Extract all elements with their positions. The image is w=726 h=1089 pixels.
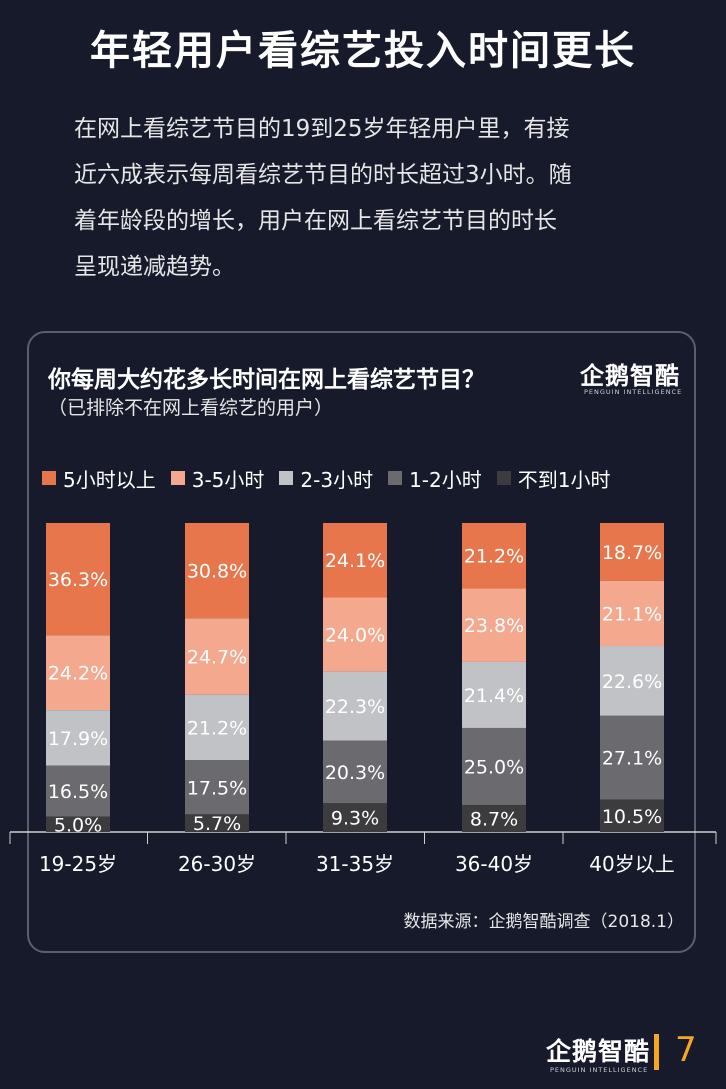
legend-label: 1-2小时 <box>409 467 482 492</box>
footer-brand-name: 企鹅智酷 <box>546 1037 651 1066</box>
x-tick-label: 26-30岁 <box>178 852 256 876</box>
chart-legend: 5小时以上 3-5小时 2-3小时 1-2小时 不到1小时 <box>42 464 610 492</box>
bar-segment <box>600 799 664 832</box>
bar-segment <box>462 588 526 662</box>
bar-segment <box>185 523 249 619</box>
bar-segment <box>462 727 526 806</box>
data-label: 36.3% <box>48 569 108 591</box>
legend-swatch <box>170 471 185 485</box>
legend-swatch <box>279 471 294 485</box>
data-label: 21.2% <box>464 546 524 568</box>
legend-label: 3-5小时 <box>191 467 265 492</box>
chart-subtitle: （已排除不在网上看综艺的用户） <box>48 397 334 419</box>
legend-label: 不到1小时 <box>517 467 611 492</box>
page-title: 年轻用户看综艺投入时间更长 <box>90 28 636 74</box>
bar-segment <box>462 523 526 589</box>
bar-segment <box>323 597 387 672</box>
bar-segment <box>46 765 110 817</box>
data-label: 24.0% <box>325 625 385 647</box>
x-tick-label: 36-40岁 <box>455 852 533 876</box>
legend-swatch <box>496 471 511 485</box>
bar-segment <box>462 805 526 832</box>
legend-item: 3-5小时 <box>170 464 265 493</box>
data-label: 16.5% <box>48 781 108 803</box>
intro-line: 呈现递减趋势。 <box>74 254 235 280</box>
intro-line: 近六成表示每周看综艺节目的时长超过3小时。随 <box>74 162 572 188</box>
footer-brand-tagline: PENGUIN INTELLIGENCE <box>550 1066 649 1074</box>
data-label: 18.7% <box>602 542 662 564</box>
data-label: 22.3% <box>325 696 385 718</box>
data-label: 30.8% <box>187 561 247 583</box>
brand-tagline: PENGUIN INTELLIGENCE <box>584 388 683 396</box>
bar-segment <box>600 580 664 646</box>
page-divider <box>654 1034 659 1070</box>
data-label: 27.1% <box>602 748 662 770</box>
bar-segment <box>323 671 387 741</box>
data-label: 24.1% <box>325 550 385 572</box>
data-label: 23.8% <box>464 615 524 637</box>
legend-item: 2-3小时 <box>279 464 373 493</box>
data-label: 25.0% <box>464 757 524 779</box>
data-source: 数据来源：企鹅智酷调查（2018.1） <box>403 912 684 932</box>
bar-segment <box>185 760 249 815</box>
bar-segment <box>46 523 110 636</box>
data-label: 24.2% <box>48 663 108 685</box>
intro-line: 在网上看综艺节目的19到25岁年轻用户里，有接 <box>74 116 570 142</box>
legend-label: 2-3小时 <box>300 467 374 492</box>
footer-brand-logo: 企鹅智酷 PENGUIN INTELLIGENCE <box>546 1032 656 1080</box>
data-label: 17.5% <box>187 777 247 799</box>
bar-segment <box>185 694 249 761</box>
data-label: 10.5% <box>602 806 662 828</box>
data-label: 9.3% <box>331 808 379 830</box>
bar-segment <box>600 523 664 581</box>
page-number: 7 <box>675 1030 697 1070</box>
bar-segment <box>462 661 526 728</box>
data-label: 24.7% <box>187 646 247 668</box>
data-label: 22.6% <box>602 671 662 693</box>
bar-segment <box>323 740 387 804</box>
bar-segment <box>185 814 249 832</box>
legend-swatch <box>42 471 56 485</box>
data-label: 5.0% <box>54 814 102 836</box>
bar-segment <box>46 710 110 766</box>
brand-logo: 企鹅智酷 PENGUIN INTELLIGENCE <box>580 352 690 400</box>
data-label: 8.7% <box>470 809 518 831</box>
chart-title: 你每周大约花多长时间在网上看综艺节目？ <box>48 367 485 393</box>
legend-item: 1-2小时 <box>388 464 482 493</box>
legend-label: 5小时以上 <box>63 467 156 492</box>
bar-segment <box>323 803 387 832</box>
legend-item: 5小时以上 <box>42 464 156 493</box>
x-tick-label: 31-35岁 <box>316 852 394 876</box>
chart-panel <box>27 331 696 953</box>
bar-segment <box>46 816 110 832</box>
legend-swatch <box>388 471 403 485</box>
intro-text: 在网上看综艺节目的19到25岁年轻用户里，有接 近六成表示每周看综艺节目的时长超… <box>74 106 674 290</box>
data-label: 21.1% <box>602 603 662 625</box>
x-tick-label: 19-25岁 <box>39 852 117 876</box>
bar-segment <box>600 645 664 716</box>
bar-segment <box>46 635 110 711</box>
bar-segment <box>600 715 664 800</box>
data-label: 17.9% <box>48 728 108 750</box>
x-tick-label: 40岁以上 <box>589 852 674 876</box>
legend-item: 不到1小时 <box>496 464 611 493</box>
bar-segment <box>323 523 387 598</box>
data-label: 5.7% <box>193 813 241 835</box>
data-label: 20.3% <box>325 762 385 784</box>
bar-segment <box>185 618 249 695</box>
brand-name: 企鹅智酷 <box>580 362 680 390</box>
data-label: 21.2% <box>187 717 247 739</box>
intro-line: 着年龄段的增长，用户在网上看综艺节目的时长 <box>74 208 557 234</box>
data-label: 21.4% <box>464 685 524 707</box>
